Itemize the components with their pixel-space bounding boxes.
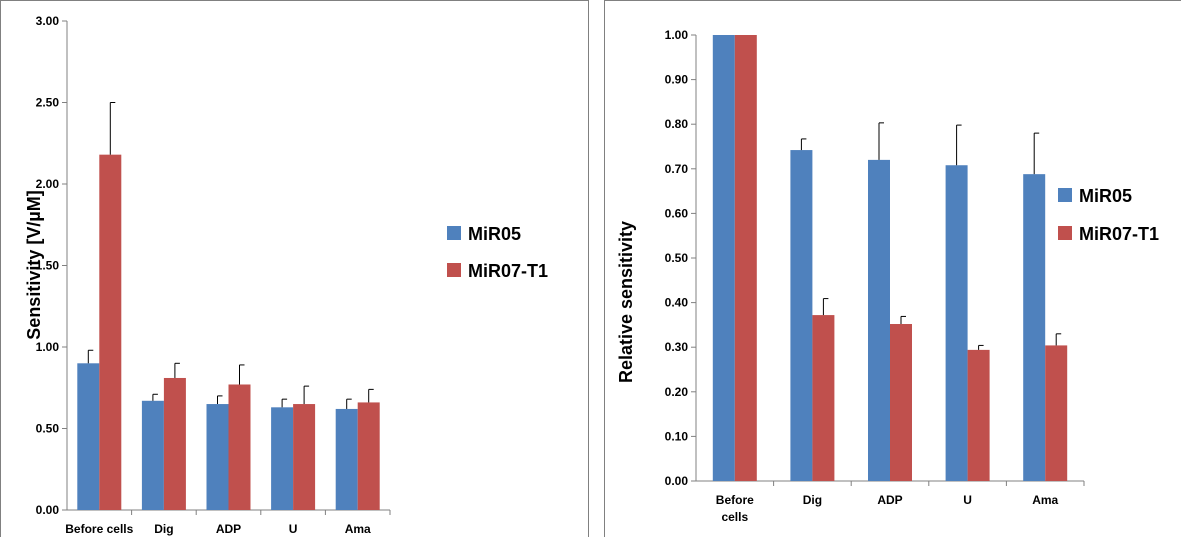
x-tick-label-before-cells: Before bbox=[716, 493, 754, 507]
y-tick-label: 2.50 bbox=[36, 96, 60, 110]
chart-right-legend: MiR05 MiR07-T1 bbox=[1058, 186, 1159, 244]
y-tick-label: 0.70 bbox=[665, 162, 689, 176]
x-tick-label-dig: Dig bbox=[154, 522, 173, 536]
y-tick-label: 0.20 bbox=[665, 385, 689, 399]
y-tick-label: 1.50 bbox=[36, 259, 60, 273]
bar-mir07-t1-before-cells bbox=[734, 35, 757, 481]
y-tick-label: 3.00 bbox=[36, 14, 60, 28]
legend-swatch-mir05 bbox=[1058, 188, 1072, 202]
chart-left-border bbox=[0, 0, 589, 537]
bar-mir05-u bbox=[271, 407, 294, 510]
bar-mir07-t1-ama bbox=[357, 402, 380, 510]
y-tick-label: 0.10 bbox=[665, 429, 689, 443]
bar-mir05-adp bbox=[868, 159, 890, 481]
legend-label-mir07-t1: MiR07-T1 bbox=[1079, 224, 1159, 244]
bar-mir05-ama bbox=[1023, 174, 1046, 482]
bar-mir05-dig bbox=[141, 400, 164, 510]
chart-left-plot: 0.00 0.50 1.00 1.50 2.00 2.50 3.00 Before cells… bbox=[36, 14, 391, 536]
legend-label-mir05: MiR05 bbox=[1079, 186, 1132, 206]
y-tick-label: 2.00 bbox=[36, 177, 60, 191]
bar-mir07-t1-dig bbox=[812, 315, 835, 481]
bar-mir07-t1-dig bbox=[163, 377, 186, 510]
bar-mir05-ama bbox=[335, 408, 358, 510]
x-tick-label-ama: Ama bbox=[1032, 493, 1058, 507]
bar-mir05-u bbox=[945, 165, 968, 481]
bar-mir05-before-cells bbox=[77, 363, 100, 510]
chart-right: Relative sensitivity 0.00 0.10 0.20 0.30 0.4… bbox=[604, 0, 1181, 537]
x-tick-label-before-cells: cells bbox=[721, 510, 748, 524]
y-tick-label: 0.40 bbox=[665, 296, 689, 310]
bar-mir05-dig bbox=[790, 150, 813, 481]
y-tick-label: 0.60 bbox=[665, 206, 689, 220]
x-tick-label-ama: Ama bbox=[345, 522, 371, 536]
x-tick-label-before-cells: Before cells bbox=[65, 522, 133, 536]
y-tick-label: 0.90 bbox=[665, 73, 689, 87]
y-tick-label: 1.00 bbox=[36, 340, 60, 354]
bar-mir07-t1-u bbox=[967, 349, 990, 481]
x-tick-label-adp: ADP bbox=[216, 522, 241, 536]
legend-swatch-mir07-t1 bbox=[447, 263, 461, 277]
x-tick-label-u: U bbox=[963, 493, 972, 507]
y-tick-label: 0.50 bbox=[665, 251, 689, 265]
bar-mir07-t1-ama bbox=[1045, 345, 1068, 481]
bar-mir07-t1-u bbox=[293, 404, 316, 510]
bar-mir05-before-cells bbox=[712, 35, 735, 481]
legend-swatch-mir05 bbox=[447, 226, 461, 240]
chart-left-legend: MiR05 MiR07-T1 bbox=[447, 224, 548, 281]
y-tick-label: 0.00 bbox=[665, 474, 689, 488]
x-tick-label-u: U bbox=[289, 522, 298, 536]
bar-mir07-t1-adp bbox=[228, 384, 251, 510]
legend-label-mir07-t1: MiR07-T1 bbox=[468, 261, 548, 281]
bar-mir07-t1-adp bbox=[890, 324, 912, 481]
x-tick-label-adp: ADP bbox=[877, 493, 902, 507]
chart-left-ylabel: Sensitivity [V/µM] bbox=[24, 190, 44, 339]
bar-mir05-adp bbox=[206, 404, 229, 510]
legend-swatch-mir07-t1 bbox=[1058, 226, 1072, 240]
chart-right-plot: 0.00 0.10 0.20 0.30 0.40 0.50 0.60 0.70 0.80 0.90… bbox=[665, 28, 1085, 524]
chart-left: Sensitivity [V/µM] 0.00 0.50 1.00 1.50 2.00 2… bbox=[0, 0, 589, 537]
bar-mir07-t1-before-cells bbox=[99, 154, 122, 510]
y-tick-label: 0.30 bbox=[665, 340, 689, 354]
x-tick-label-dig: Dig bbox=[803, 493, 822, 507]
y-tick-label: 0.50 bbox=[36, 422, 60, 436]
y-tick-label: 1.00 bbox=[665, 28, 689, 42]
y-tick-label: 0.80 bbox=[665, 117, 689, 131]
chart-right-border bbox=[604, 0, 1181, 537]
y-tick-label: 0.00 bbox=[36, 503, 60, 517]
legend-label-mir05: MiR05 bbox=[468, 224, 521, 244]
chart-right-ylabel: Relative sensitivity bbox=[616, 221, 636, 383]
